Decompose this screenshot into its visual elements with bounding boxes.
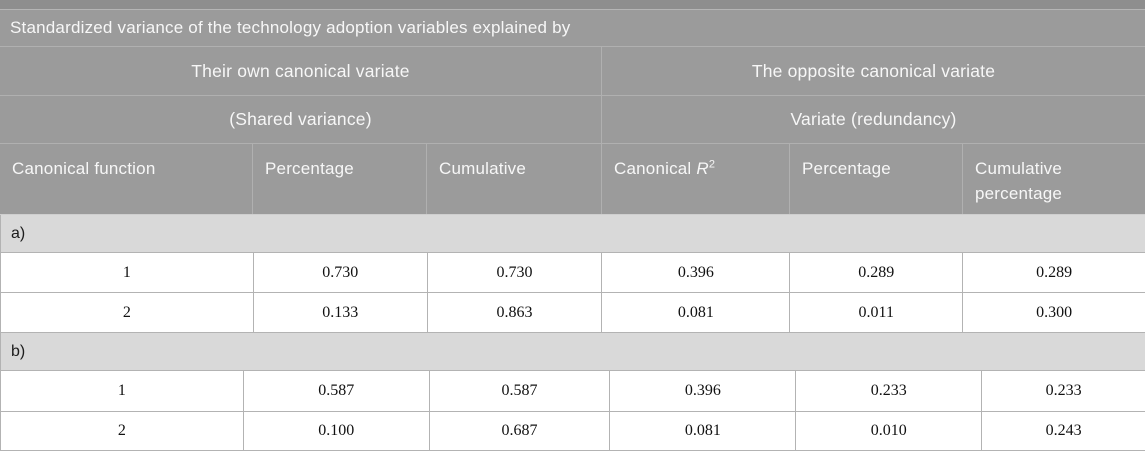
group-header-row: Their own canonical variate The opposite…: [0, 47, 1145, 96]
cell-percentage-shared: 0.100: [244, 412, 430, 450]
table-title: Standardized variance of the technology …: [10, 18, 571, 37]
table-row: 2 0.100 0.687 0.081 0.010 0.243: [0, 412, 1145, 451]
cell-percentage-shared: 0.587: [244, 371, 430, 411]
section-label: a): [11, 224, 26, 242]
column-header-row: Canonical function Percentage Cumulative…: [0, 144, 1145, 215]
section-row-b: b): [0, 333, 1145, 371]
cell-cumulative-percentage: 0.289: [1036, 263, 1073, 281]
cell-cumulative: 0.863: [428, 293, 603, 332]
cell-canonical-function: 1: [1, 371, 244, 411]
cell-percentage-redundancy: 0.010: [796, 412, 983, 450]
cell-cumulative-percentage: 0.243: [1045, 422, 1082, 439]
cell-percentage-shared: 0.730: [254, 253, 428, 292]
column-header-cumulative-percentage: Cumulative percentage: [963, 144, 1145, 214]
column-header-percentage-shared: Percentage: [253, 144, 427, 214]
cell-canonical-r2: 0.081: [602, 293, 791, 332]
cell-percentage-shared: 0.133: [254, 293, 428, 332]
column-header-canonical-r2: Canonical R2: [602, 144, 790, 214]
canonical-r2-exponent: 2: [708, 158, 716, 171]
cell-canonical-function: 2: [1, 412, 244, 450]
cell-cumulative: 0.687: [430, 412, 611, 450]
table-top-border-strip: [0, 0, 1145, 10]
table-row: 1 0.587 0.587 0.396 0.233 0.233: [0, 371, 1145, 412]
subheader-variate-redundancy: Variate (redundancy): [790, 109, 957, 129]
section-row-a: a): [0, 215, 1145, 253]
cell-canonical-r2: 0.396: [610, 371, 797, 411]
cell-canonical-r2: 0.081: [610, 412, 797, 450]
column-header-label: Cumulative: [439, 159, 527, 178]
cell-percentage-redundancy: 0.011: [790, 293, 964, 332]
table-row: 1 0.730 0.730 0.396 0.289 0.289: [0, 253, 1145, 293]
table-row: 2 0.133 0.863 0.081 0.011 0.300: [0, 293, 1145, 333]
subheader-shared-variance: (Shared variance): [0, 96, 602, 143]
canonical-r2-prefix: Canonical: [614, 159, 697, 178]
group-header-own-variate: Their own canonical variate: [0, 47, 602, 95]
column-header-label: Canonical R2: [614, 157, 715, 182]
section-label: b): [11, 342, 26, 360]
cell-cumulative: 0.587: [430, 371, 611, 411]
cell-canonical-r2: 0.396: [602, 253, 791, 292]
cell-canonical-function: 2: [1, 293, 254, 332]
cell-cumulative: 0.730: [428, 253, 603, 292]
cell-percentage-redundancy: 0.289: [790, 253, 964, 292]
canonical-r2-symbol: R: [696, 159, 709, 178]
cell-cumulative-percentage: 0.300: [1036, 303, 1073, 321]
cell-cumulative-percentage: 0.233: [1045, 382, 1082, 399]
column-header-label: Percentage: [265, 159, 354, 178]
column-header-label: Percentage: [802, 159, 891, 178]
column-header-label: Cumulative percentage: [975, 159, 1063, 203]
group-subheader-row: (Shared variance) Variate (redundancy): [0, 96, 1145, 144]
cell-percentage-redundancy: 0.233: [796, 371, 983, 411]
column-header-cumulative: Cumulative: [427, 144, 602, 214]
group-header-opposite-variate: The opposite canonical variate: [751, 60, 996, 81]
column-header-canonical-function: Canonical function: [0, 144, 253, 214]
column-header-percentage-redundancy: Percentage: [790, 144, 963, 214]
column-header-label: Canonical function: [12, 159, 156, 178]
table-title-row: Standardized variance of the technology …: [0, 10, 1145, 47]
cell-canonical-function: 1: [1, 253, 254, 292]
